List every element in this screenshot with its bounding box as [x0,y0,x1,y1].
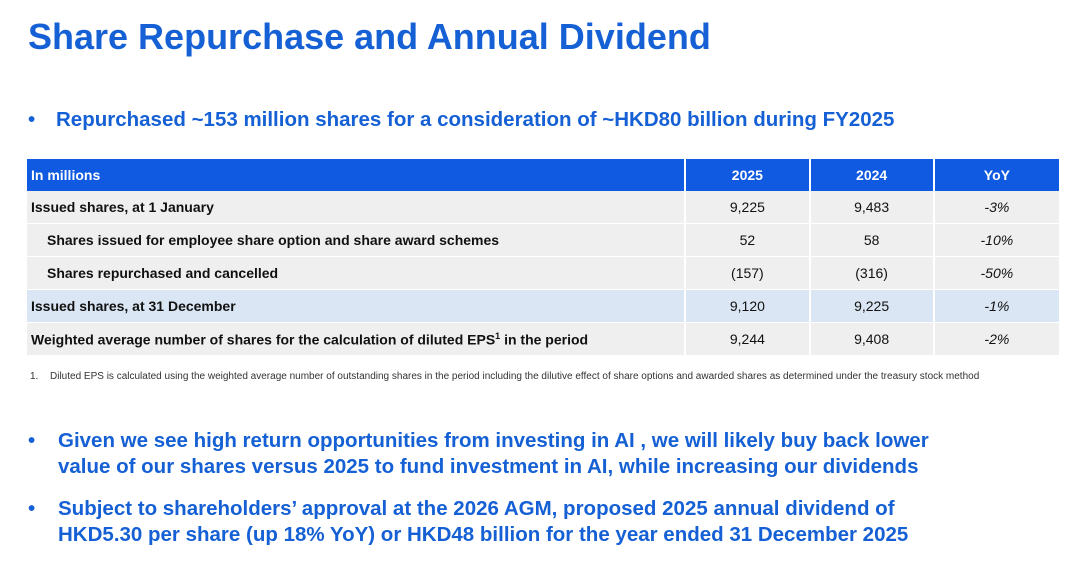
header-2025: 2025 [685,159,811,191]
value-2024: 9,408 [809,322,935,356]
value-2024: (316) [809,256,935,290]
bullet-text: Subject to shareholders’ approval at the… [58,496,908,548]
value-2025: 52 [685,223,811,257]
value-yoy: -3% [933,191,1059,224]
table-row: Shares repurchased and cancelled (157) (… [27,256,1059,290]
footnote-marker: 1 [495,330,501,341]
row-label-suffix: in the period [500,331,589,348]
bullet-text: Given we see high return opportunities f… [58,428,929,480]
bullet-dot: • [28,108,36,131]
footnote-text: Diluted EPS is calculated using the weig… [50,371,980,382]
value-2024: 9,225 [809,289,935,323]
row-label: Issued shares, at 31 December [27,289,687,323]
bullet-line: Given we see high return opportunities f… [58,429,929,452]
header-yoy: YoY [933,159,1059,191]
bullet-line: HKD5.30 per share (up 18% YoY) or HKD48 … [58,523,909,546]
footnote-number: 1. [30,371,39,382]
table-row: Issued shares, at 31 December 9,120 9,22… [27,289,1059,323]
value-2025: 9,225 [685,191,811,224]
table-header-row: In millions 2025 2024 YoY [27,159,1059,191]
row-label: Shares issued for employee share option … [27,223,687,257]
table-row: Issued shares, at 1 January 9,225 9,483 … [27,191,1059,224]
share-data-table: In millions 2025 2024 YoY Issued shares,… [27,159,1059,356]
page-title: Share Repurchase and Annual Dividend [28,16,711,57]
bullet-text: Repurchased ~153 million shares for a co… [56,108,895,131]
value-2024: 58 [809,223,935,257]
bullet-line: Subject to shareholders’ approval at the… [58,497,895,520]
value-yoy: -2% [933,322,1059,356]
row-label: Issued shares, at 1 January [27,191,687,224]
bullet-dot: • [28,497,36,520]
row-label-main: Weighted average number of shares for th… [31,331,496,348]
value-2025: (157) [685,256,811,290]
bullet-dot: • [28,429,36,452]
row-label: Weighted average number of shares for th… [27,322,687,356]
row-label: Shares repurchased and cancelled [27,256,687,290]
value-2025: 9,120 [685,289,811,323]
value-yoy: -50% [933,256,1059,290]
header-in-millions: In millions [27,159,687,191]
table-row: Shares issued for employee share option … [27,223,1059,257]
header-2024: 2024 [809,159,935,191]
value-yoy: -10% [933,223,1059,257]
bullet-line: value of our shares versus 2025 to fund … [58,455,919,478]
value-yoy: -1% [933,289,1059,323]
value-2024: 9,483 [809,191,935,224]
value-2025: 9,244 [685,322,811,356]
table-row: Weighted average number of shares for th… [27,322,1059,356]
